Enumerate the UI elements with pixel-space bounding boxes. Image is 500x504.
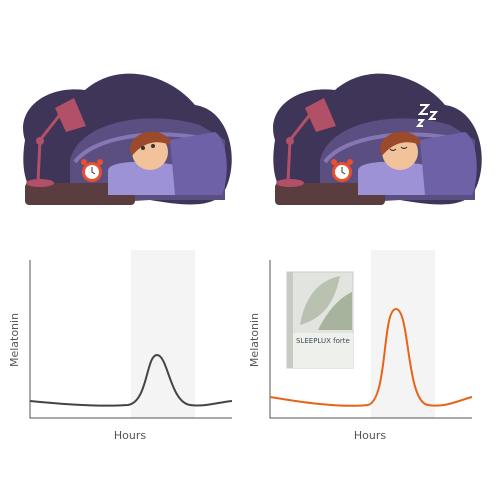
- melatonin-curve: [269, 307, 473, 407]
- awake-eyes: [141, 144, 155, 150]
- product-box: SLEEPLUX forte: [286, 271, 354, 369]
- melatonin-curve: [29, 353, 233, 407]
- awake-illustration: [21, 71, 234, 207]
- zzz-icon: [415, 104, 439, 127]
- x-axis-label: Hours: [354, 429, 386, 442]
- night-band: [371, 250, 435, 418]
- axes: [29, 260, 232, 419]
- x-axis-label: Hours: [114, 429, 146, 442]
- asleep-eyes: [389, 146, 408, 152]
- y-axis-label: Melatonin: [248, 313, 261, 367]
- axes: [269, 260, 472, 419]
- product-name: SLEEPLUX forte: [296, 337, 350, 345]
- y-axis-label: Melatonin: [8, 313, 21, 367]
- asleep-illustration: [271, 71, 484, 207]
